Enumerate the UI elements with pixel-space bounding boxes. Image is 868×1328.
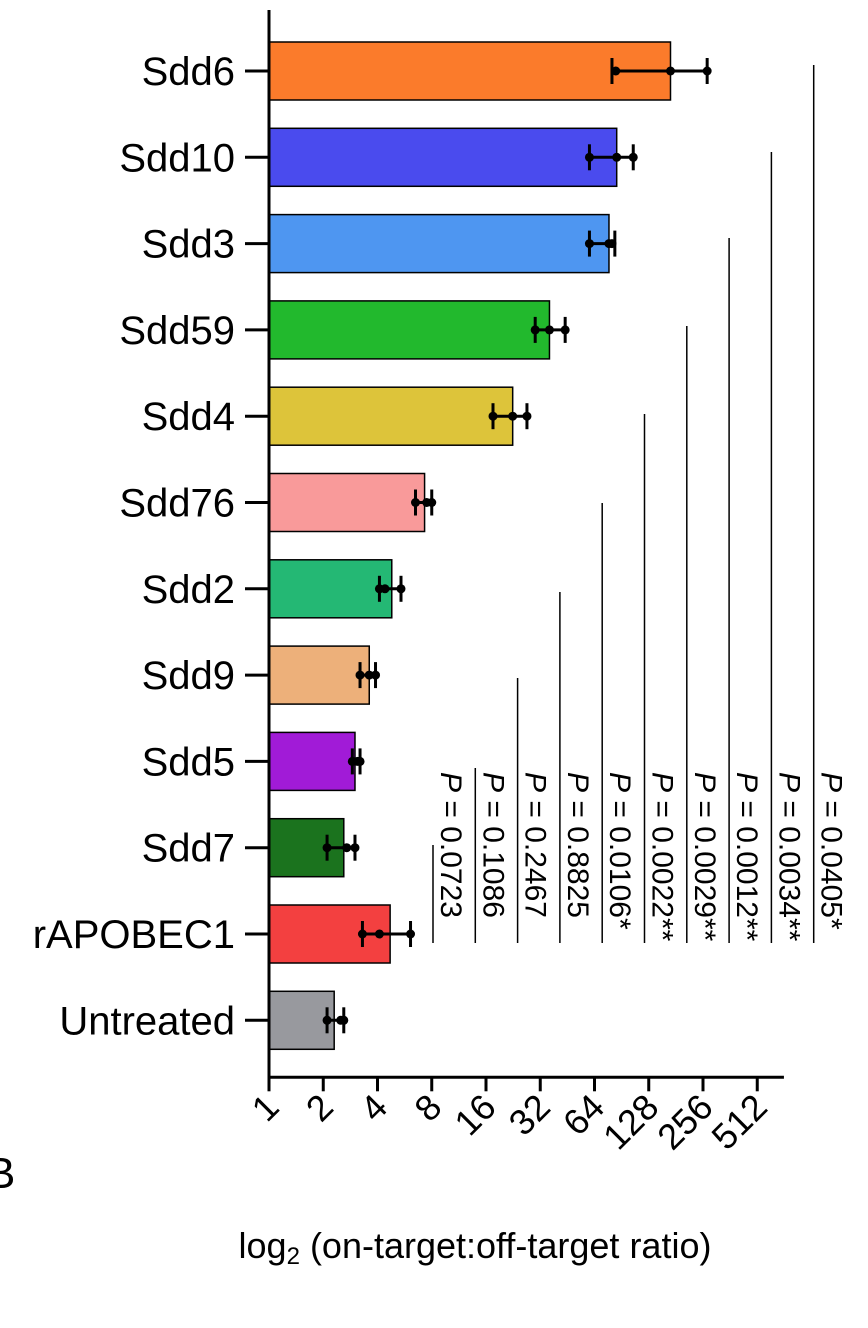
bar-Sdd2 [268,559,393,619]
data-point-Sdd76-3 [427,498,437,507]
data-point-Sdd10-1 [584,152,594,162]
category-labels: Sdd6 Sdd10 Sdd3 Sdd59 Sdd4 Sdd76 Sdd2 Sdd9 Sdd5 S… [33,50,235,1043]
x-tick-label-16: 16 [446,1086,503,1143]
p-value-6: P = 0.0022** [646,772,679,942]
bars-layer [268,41,672,1051]
p-value-7: P = 0.0029** [688,772,721,942]
category-label-Sdd76: Sdd76 [119,482,235,526]
category-label-Sdd7: Sdd7 [142,827,235,871]
category-label-rAPOBEC1: rAPOBEC1 [33,913,235,957]
category-label-Sdd3: Sdd3 [142,223,235,267]
data-point-Sdd2-3 [396,584,406,594]
data-point-Sdd2-2 [380,584,390,594]
corner-panel-mark: B [0,1149,15,1198]
error-bars-layer [322,58,712,1034]
x-tick-label-1: 1 [244,1086,287,1129]
bar-Sdd6 [268,41,672,101]
data-point-Sdd3-1 [584,239,594,249]
p-value-annotations: P = 0.0723 P = 0.1086 P = 0.2467 P = 0.8825… [432,65,848,943]
bar-Sdd4 [268,386,514,446]
data-point-rAPOBEC1-3 [406,929,416,939]
category-label-Sdd10: Sdd10 [119,136,235,180]
data-point-rAPOBEC1-1 [357,929,367,939]
p-value-5: P = 0.0106* [603,772,636,930]
data-point-Sdd7-2 [342,843,352,853]
bar-Sdd76 [268,472,426,533]
bar-Sdd5 [268,731,356,792]
data-point-Sdd9-1 [355,670,365,680]
data-point-Sdd4-2 [508,411,518,421]
x-axis-label: log2 (on-target:off-target ratio) [239,1225,712,1270]
data-point-Sdd6-1 [611,66,621,76]
x-tick-label-4: 4 [352,1086,395,1129]
category-label-Sdd4: Sdd4 [142,395,235,439]
p-value-8: P = 0.0012** [730,772,763,942]
category-label-Sdd2: Sdd2 [142,568,235,612]
p-value-10: P = 0.0405* [815,772,848,930]
axes-layer [245,10,784,1092]
data-point-Sdd59-3 [560,325,570,335]
x-tick-label-8: 8 [406,1086,449,1129]
data-point-Sdd7-1 [322,843,332,853]
data-point-Sdd76-1 [410,498,420,507]
category-label-Untreated: Untreated [59,999,235,1043]
data-point-Sdd4-3 [522,411,532,421]
data-point-rAPOBEC1-2 [374,929,384,939]
p-value-3: P = 0.2467 [519,772,552,918]
data-point-Sdd59-1 [530,325,540,335]
category-label-Sdd59: Sdd59 [119,309,235,353]
x-tick-label-2: 2 [298,1086,341,1129]
bar-Sdd3 [268,213,610,274]
bar-Sdd59 [268,300,551,360]
data-point-Untreated-3 [339,1015,349,1025]
bar-Sdd10 [268,127,618,188]
p-value-2: P = 0.1086 [476,772,509,918]
data-point-Untreated-1 [322,1015,332,1025]
data-point-Sdd10-3 [628,152,638,162]
data-point-Sdd3-3 [607,239,617,249]
data-point-Sdd9-3 [371,670,381,680]
data-point-Sdd4-1 [488,411,498,421]
data-point-Sdd10-2 [612,152,622,162]
bar-Sdd9 [268,645,371,705]
category-label-Sdd9: Sdd9 [142,654,235,698]
data-point-Sdd5-3 [355,756,365,766]
p-value-4: P = 0.8825 [561,772,594,918]
x-tick-label-512: 512 [703,1086,774,1157]
p-value-9: P = 0.0034** [772,772,805,942]
category-label-Sdd5: Sdd5 [142,740,235,784]
data-point-Sdd6-3 [702,66,712,76]
data-point-Sdd6-2 [665,66,675,76]
x-tick-label-32: 32 [501,1086,558,1143]
data-point-Sdd59-2 [544,325,554,335]
data-point-Sdd9-2 [364,670,374,680]
data-point-Sdd7-3 [350,843,360,853]
p-value-1: P = 0.0723 [434,772,467,918]
category-label-Sdd6: Sdd6 [142,50,235,94]
